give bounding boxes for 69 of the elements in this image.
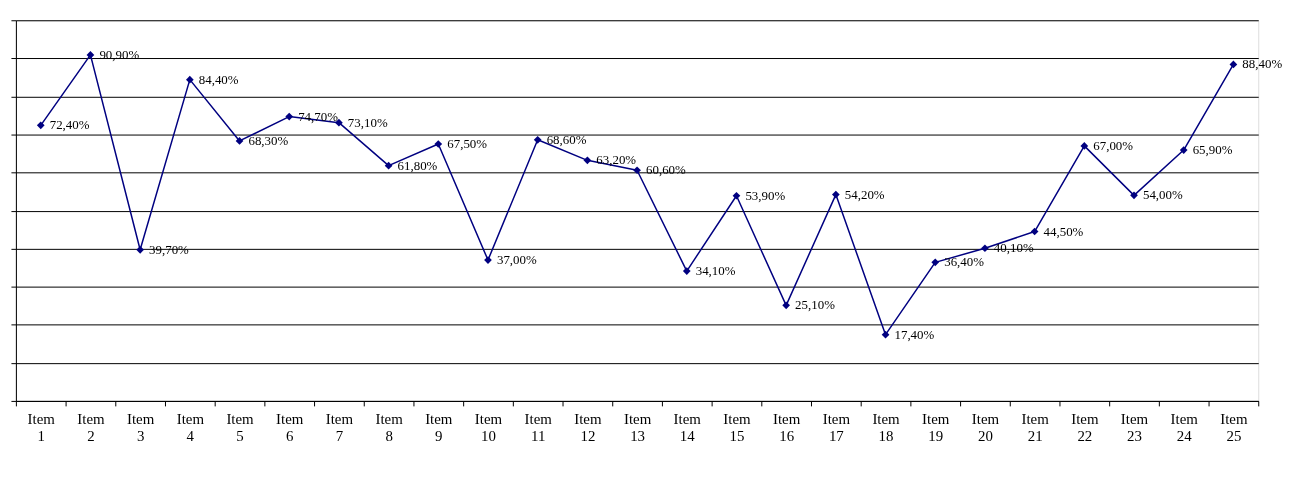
point bbox=[1229, 60, 1238, 69]
data-label: 25,10% bbox=[795, 297, 836, 313]
data-label: 67,00% bbox=[1093, 137, 1134, 153]
point bbox=[881, 330, 890, 339]
point bbox=[782, 301, 790, 310]
data-label: 54,00% bbox=[1142, 187, 1183, 203]
x-tick-label: Item 24 bbox=[1170, 411, 1199, 445]
point bbox=[1179, 146, 1188, 154]
point bbox=[583, 156, 592, 165]
x-tick-label: Item 9 bbox=[425, 411, 453, 445]
point bbox=[384, 161, 393, 170]
data-label: 65,90% bbox=[1192, 142, 1233, 158]
point bbox=[682, 267, 691, 275]
x-tick-label: Item 14 bbox=[673, 411, 702, 445]
x-tick-label: Item 20 bbox=[971, 411, 1000, 445]
x-tick-label: Item 19 bbox=[922, 411, 950, 445]
x-tick-label: Item 8 bbox=[375, 411, 404, 445]
data-label: 61,80% bbox=[397, 157, 438, 173]
point bbox=[285, 112, 294, 121]
point bbox=[931, 258, 940, 267]
x-tick-label: Item 25 bbox=[1220, 411, 1248, 445]
data-label: 63,20% bbox=[596, 152, 637, 168]
x-tick-label: Item 15 bbox=[723, 411, 752, 445]
data-label: 53,90% bbox=[745, 187, 786, 203]
point bbox=[1080, 142, 1089, 150]
x-tick-label: Item 7 bbox=[325, 411, 354, 445]
data-label: 34,10% bbox=[695, 263, 736, 279]
x-tick-label: Item 3 bbox=[126, 411, 155, 445]
data-label: 67,50% bbox=[447, 135, 488, 151]
x-tick-label: Item 22 bbox=[1071, 411, 1099, 445]
point bbox=[36, 121, 45, 130]
x-tick-label: Item 2 bbox=[77, 411, 105, 445]
x-tick-label: Item 1 bbox=[27, 411, 56, 445]
data-label: 74,70% bbox=[298, 108, 339, 124]
point bbox=[185, 75, 194, 84]
x-tick-label: Item 17 bbox=[822, 411, 851, 445]
data-label: 37,00% bbox=[496, 252, 537, 268]
data-label: 72,40% bbox=[49, 117, 90, 133]
point bbox=[633, 166, 641, 175]
data-label: 44,50% bbox=[1043, 223, 1084, 239]
data-label: 17,40% bbox=[894, 326, 935, 342]
data-label: 90,90% bbox=[99, 46, 140, 62]
x-tick-label: Item 12 bbox=[574, 411, 602, 445]
point bbox=[434, 140, 443, 148]
data-label: 73,10% bbox=[347, 114, 388, 130]
data-label: 84,40% bbox=[198, 71, 239, 87]
x-tick-label: Item 11 bbox=[524, 411, 553, 445]
x-tick-label: Item 16 bbox=[773, 411, 801, 445]
x-tick-label: Item 13 bbox=[623, 411, 652, 445]
data-label: 68,60% bbox=[546, 131, 587, 147]
data-label: 54,20% bbox=[844, 186, 885, 202]
x-tick-label: Item 21 bbox=[1021, 411, 1050, 445]
point bbox=[732, 191, 741, 200]
point bbox=[533, 135, 542, 144]
x-tick-label: Item 5 bbox=[226, 411, 255, 445]
point bbox=[832, 190, 840, 199]
x-tick-label: Item 10 bbox=[474, 411, 503, 445]
data-label: 88,40% bbox=[1242, 56, 1283, 72]
point bbox=[1130, 191, 1138, 200]
point bbox=[86, 51, 95, 59]
x-tick-label: Item 4 bbox=[176, 411, 205, 445]
data-label: 68,30% bbox=[248, 132, 289, 148]
x-tick-label: Item 23 bbox=[1120, 411, 1149, 445]
point bbox=[235, 137, 244, 145]
point bbox=[136, 245, 144, 254]
x-tick-label: Item 6 bbox=[276, 411, 304, 445]
point bbox=[981, 244, 989, 253]
x-tick-label: Item 18 bbox=[872, 411, 901, 445]
data-label: 36,40% bbox=[944, 254, 985, 270]
